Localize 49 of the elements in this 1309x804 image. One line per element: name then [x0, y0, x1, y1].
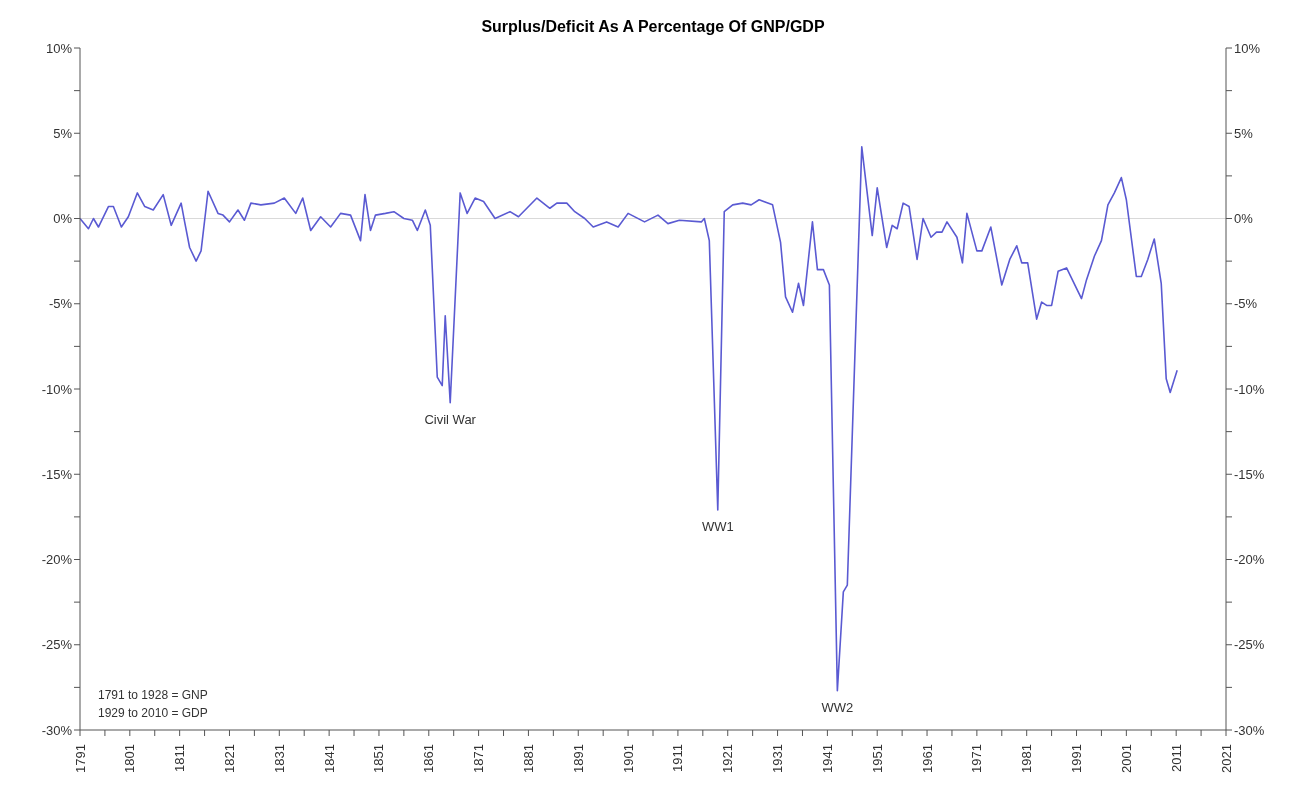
y-tick-label: 10% [45, 40, 73, 56]
y-tick-label: -5% [48, 296, 73, 312]
x-tick-label: 1821 [221, 744, 237, 773]
line-series [80, 146, 1178, 692]
y-tick-label: -10% [41, 381, 73, 397]
x-tick-label: 1961 [919, 744, 935, 773]
y-tick-label: 5% [53, 125, 73, 141]
annotation: 1929 to 2010 = GDP [98, 705, 208, 722]
y2-tick-label: 5% [1234, 125, 1254, 141]
x-tick-label: 2001 [1118, 744, 1134, 773]
x-tick-label: 1861 [421, 744, 437, 773]
y2-tick-label: -10% [1234, 381, 1265, 397]
x-tick-label: 1931 [770, 744, 786, 773]
x-tick-label: 1911 [670, 744, 686, 772]
x-tick-label: 1811 [172, 744, 188, 772]
x-tick-label: 1921 [720, 744, 736, 773]
x-tick-label: 1901 [620, 744, 636, 773]
x-tick-label: 1851 [371, 744, 387, 773]
x-tick-label: 1981 [1019, 744, 1035, 773]
x-tick-label: 1881 [520, 744, 536, 773]
y2-tick-label: 10% [1234, 40, 1261, 56]
x-tick-label: 1841 [321, 744, 337, 773]
y2-tick-label: -20% [1234, 552, 1265, 568]
x-tick-label: 1951 [869, 744, 885, 773]
x-tick-label: 1871 [471, 744, 487, 773]
annotation: Civil War [424, 411, 477, 427]
y-tick-label: -20% [41, 552, 73, 568]
x-tick-label: 1791 [72, 744, 88, 773]
y2-tick-label: 0% [1234, 211, 1254, 227]
y2-tick-label: -5% [1234, 296, 1258, 312]
y-tick-label: -15% [41, 466, 73, 482]
y-tick-label: -30% [41, 722, 73, 738]
annotation: WW2 [821, 700, 854, 716]
x-tick-label: 1831 [271, 744, 287, 773]
annotation: 1791 to 1928 = GNP [98, 687, 208, 704]
x-tick-label: 1991 [1069, 744, 1085, 773]
annotation: WW1 [701, 519, 734, 535]
y2-tick-label: -25% [1234, 637, 1265, 653]
chart-title: Surplus/Deficit As A Percentage Of GNP/GDP [480, 18, 826, 36]
y2-tick-label: -30% [1234, 722, 1265, 738]
x-tick-label: 1891 [570, 744, 586, 773]
x-tick-label: 1941 [819, 744, 835, 773]
y-tick-label: 0% [53, 211, 73, 227]
y-tick-label: -25% [41, 637, 73, 653]
y2-tick-label: -15% [1234, 466, 1265, 482]
x-tick-label: 1971 [969, 744, 985, 773]
x-tick-label: 2011 [1168, 744, 1184, 772]
x-tick-label: 1801 [122, 744, 138, 773]
x-tick-label: 2021 [1218, 744, 1234, 773]
